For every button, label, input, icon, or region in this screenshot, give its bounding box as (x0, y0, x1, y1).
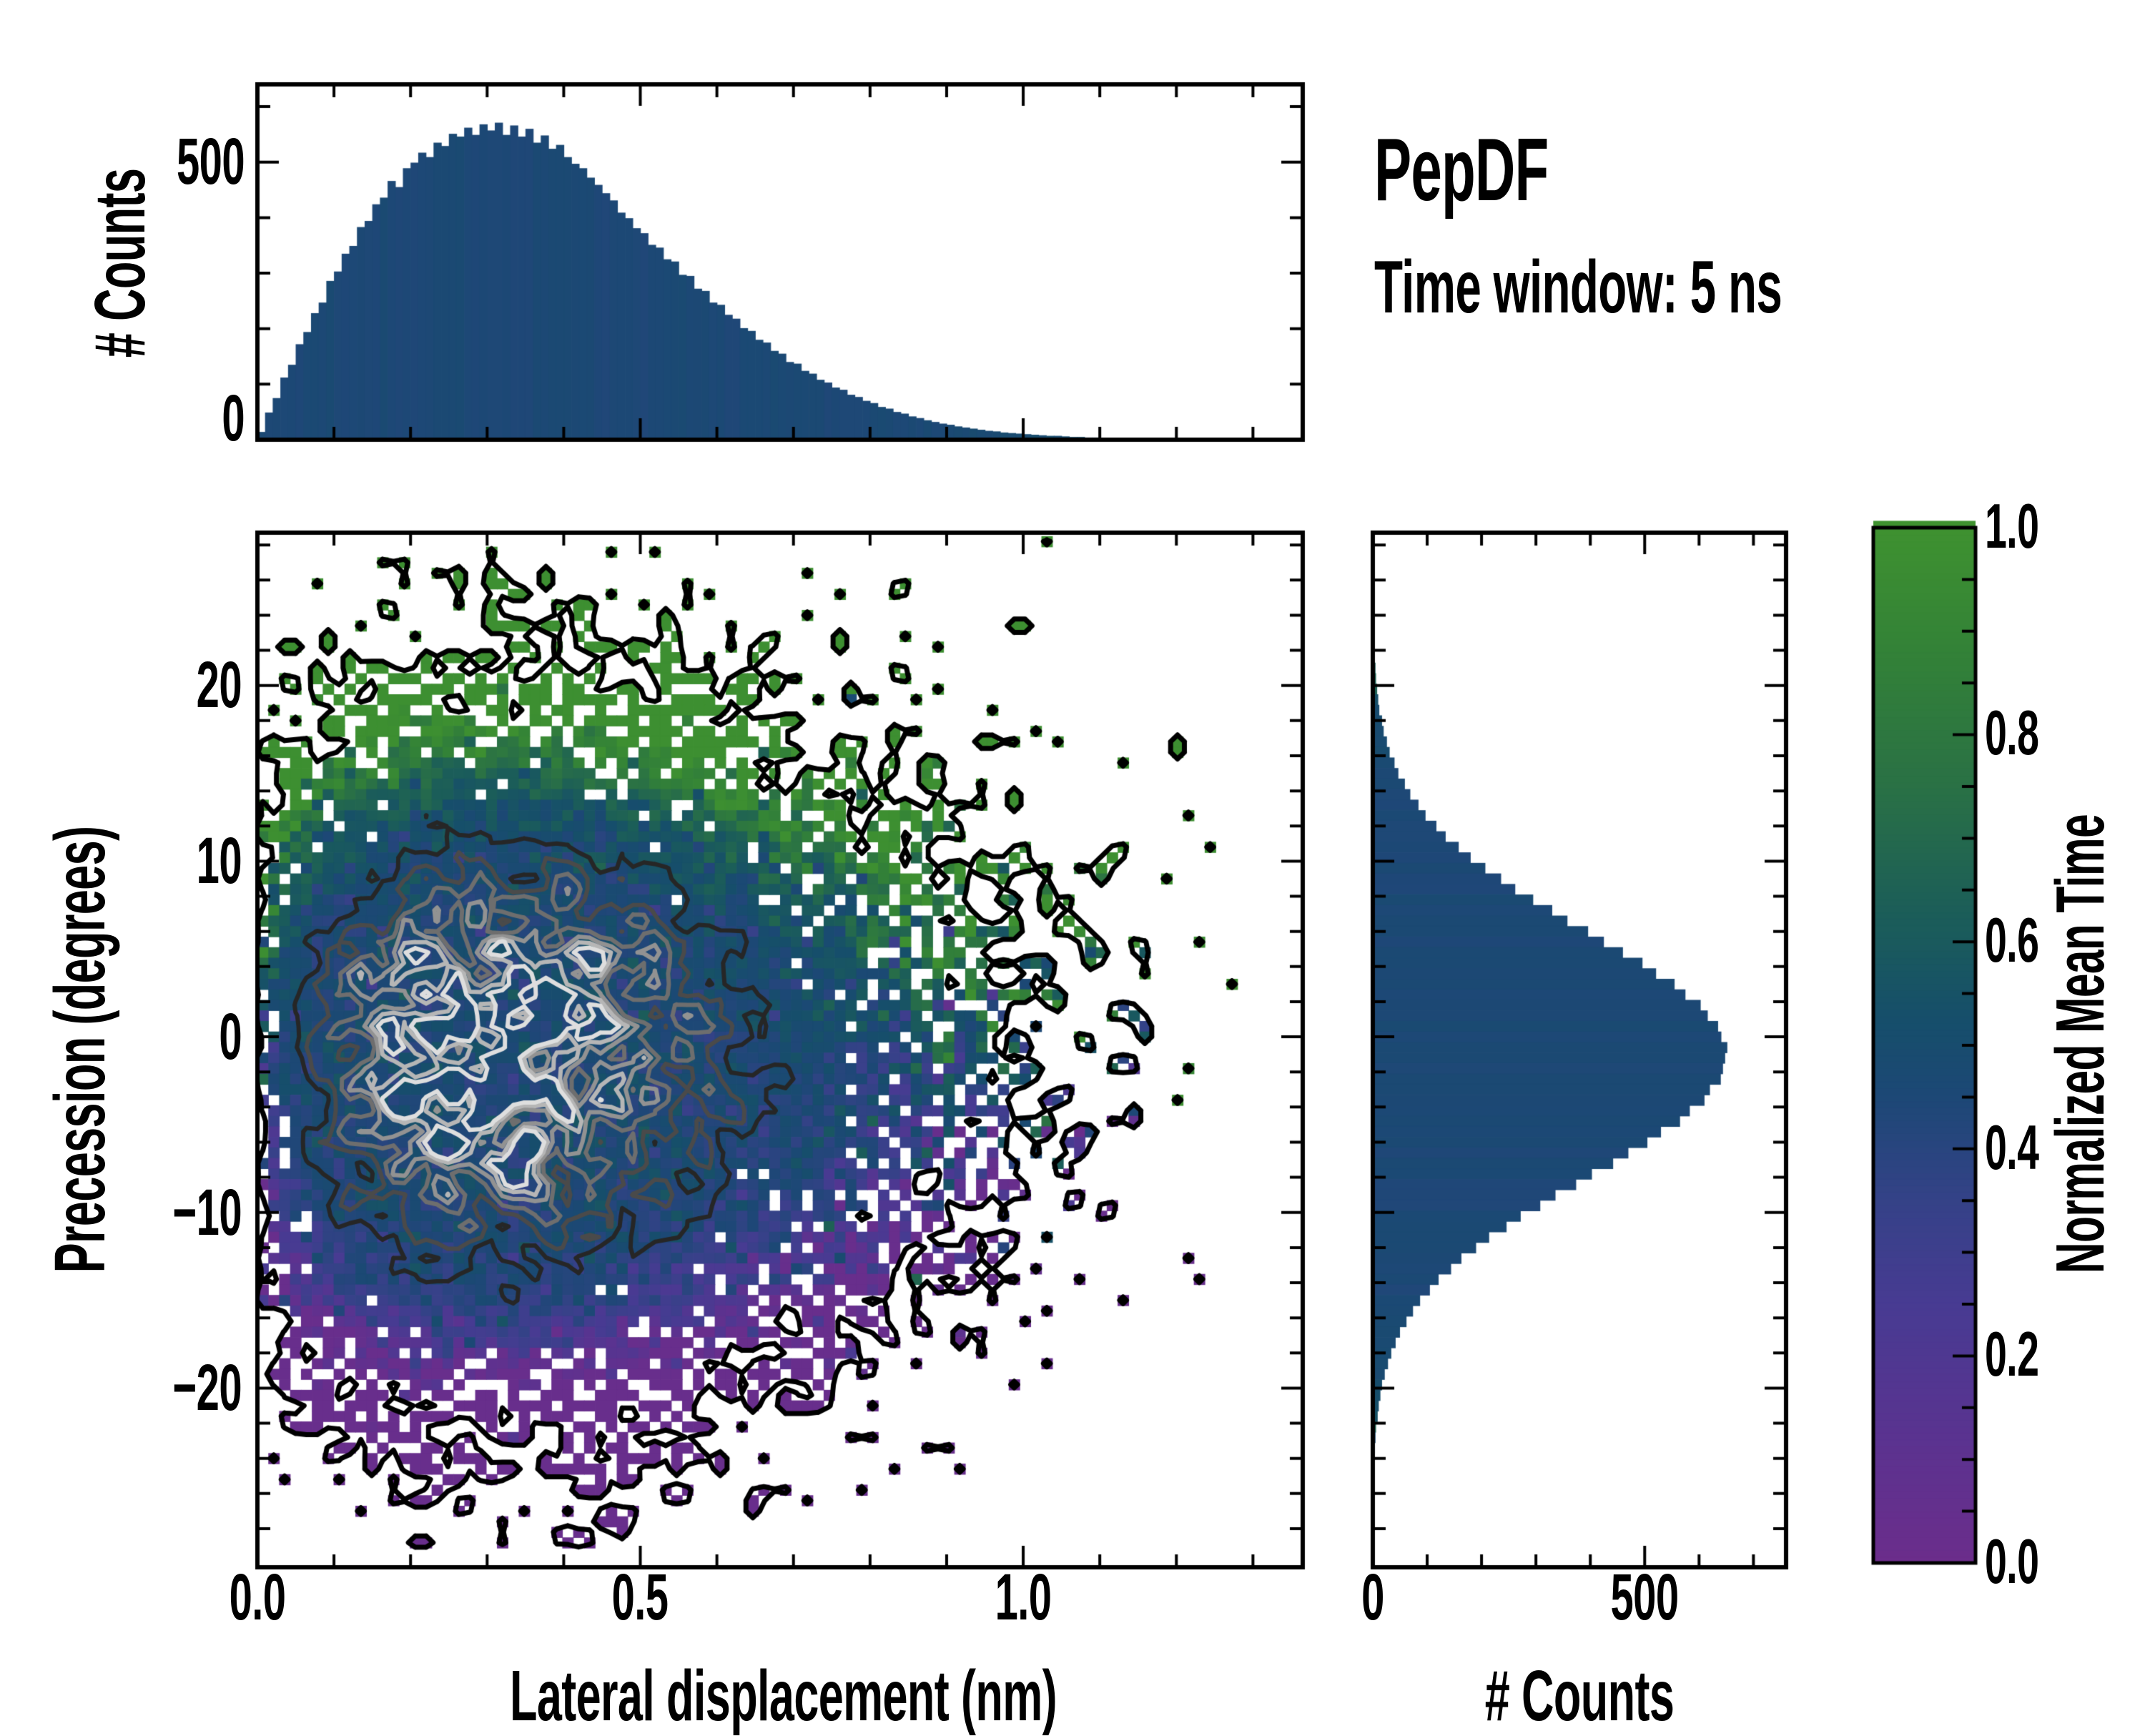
right-hist-xlabel: # Counts (1484, 1656, 1675, 1736)
main-xtick-05: 0.5 (611, 1561, 669, 1634)
right-hist-xtick-0: 0 (1361, 1561, 1384, 1634)
cbar-tick-08: 0.8 (1985, 697, 2039, 768)
top-hist-ytick-0: 0 (222, 382, 245, 455)
main-xtick-00: 0.0 (229, 1561, 286, 1634)
top-hist-ytick-500: 500 (177, 125, 245, 198)
main-ytick-10: 10 (196, 824, 242, 897)
main-xlabel: Lateral displacement (nm) (510, 1656, 1057, 1736)
top-hist-ylabel: # Counts (80, 168, 160, 358)
main-xtick-10: 1.0 (995, 1561, 1052, 1634)
main-ytick-20: 20 (196, 648, 242, 721)
main-ytick-m10: −10 (172, 1176, 242, 1249)
main-ytick-m20: −20 (172, 1351, 242, 1424)
cbar-tick-06: 0.6 (1985, 904, 2039, 975)
figure-title: PepDF (1374, 121, 1549, 220)
main-ytick-0: 0 (219, 1000, 242, 1073)
main-ylabel: Precession (degrees) (40, 826, 120, 1273)
cbar-label: Normalized Mean Time (2042, 814, 2119, 1274)
cbar-tick-02: 0.2 (1985, 1318, 2039, 1389)
cbar-tick-04: 0.4 (1985, 1112, 2039, 1183)
right-hist-xtick-500: 500 (1610, 1561, 1680, 1634)
cbar-tick-00: 0.0 (1985, 1526, 2039, 1597)
cbar-tick-10: 1.0 (1985, 490, 2039, 561)
figure-subtitle: Time window: 5 ns (1374, 246, 1782, 329)
